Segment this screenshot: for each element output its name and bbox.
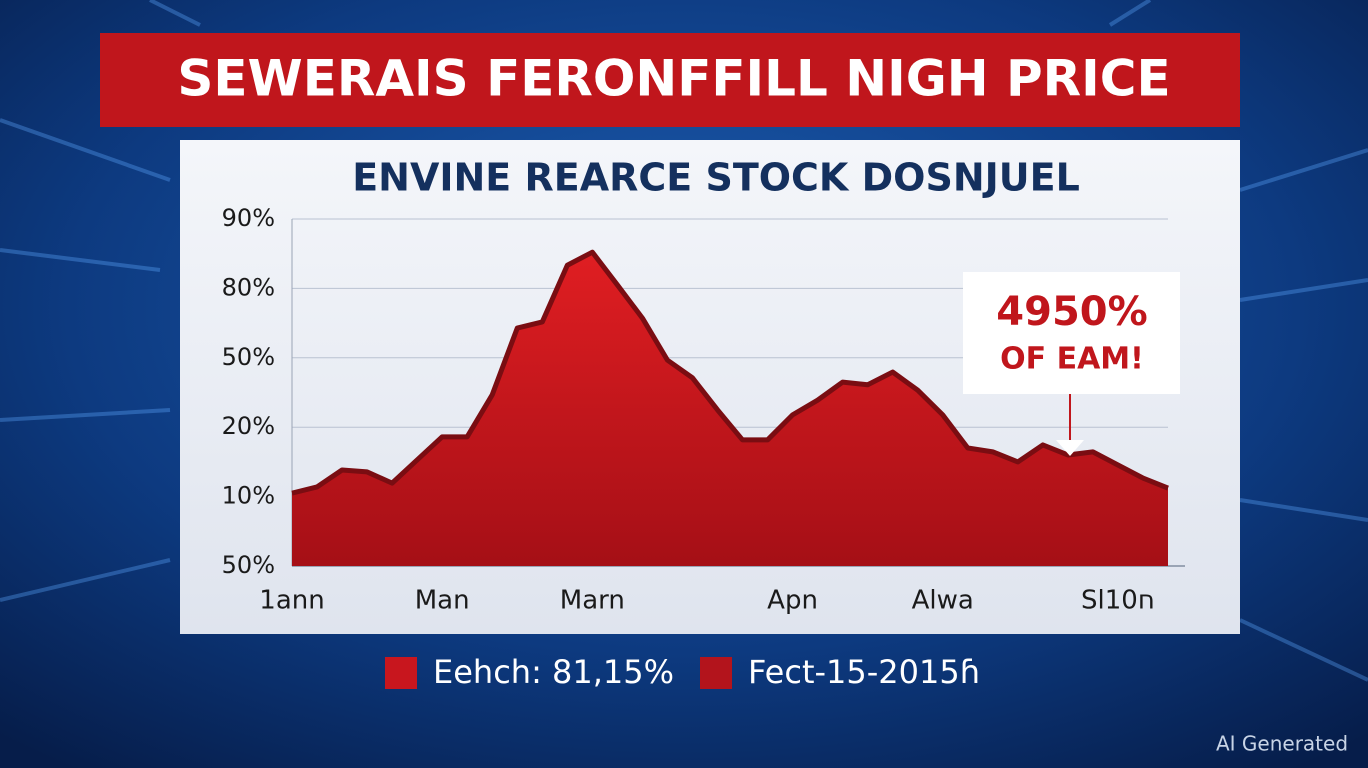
- area: [292, 252, 1168, 566]
- legend-swatch: [385, 657, 417, 689]
- annotation-text: 4950%: [996, 289, 1147, 335]
- annotation-text: OF EAM!: [1000, 342, 1144, 377]
- annotation-arrowhead: [1056, 440, 1084, 456]
- x-tick-label: Alwa: [912, 586, 974, 616]
- x-tick-label: Slח10: [1081, 586, 1155, 616]
- streaks: [0, 0, 1368, 682]
- y-tick-label: 50%: [222, 551, 275, 579]
- title-banner: [100, 33, 1240, 127]
- annotation-box: [963, 272, 1180, 394]
- y-tick-label: 20%: [222, 412, 275, 440]
- y-tick-label: 10%: [222, 482, 275, 510]
- legend-swatch: [700, 657, 732, 689]
- x-tick-label: Marn: [560, 586, 625, 616]
- area-outline: [291, 249, 1169, 496]
- legend-label: Fect-15-2015ɦ: [748, 653, 980, 691]
- chart-title: SEWERAIS FERONFFILL NIGH PRICE: [177, 50, 1170, 108]
- y-tick-label: 50%: [222, 343, 275, 371]
- x-tick-label: Man: [415, 586, 470, 616]
- plot: 90% 80% 50% 20% 10% 50% 1ann Man Marn Apn Alwa Slח1…: [222, 204, 1185, 616]
- watermark: AI Generated: [1216, 732, 1348, 756]
- chart-subtitle: ENVINE REARCE STOCK DOSNJUEL: [352, 156, 1080, 200]
- x-tick-label: Apn: [767, 586, 818, 616]
- y-tick-label: 90%: [222, 204, 275, 232]
- x-tick-label: 1ann: [259, 586, 324, 616]
- y-tick-label: 80%: [222, 273, 275, 301]
- legend-label: Eehch: 81,15%: [433, 653, 674, 691]
